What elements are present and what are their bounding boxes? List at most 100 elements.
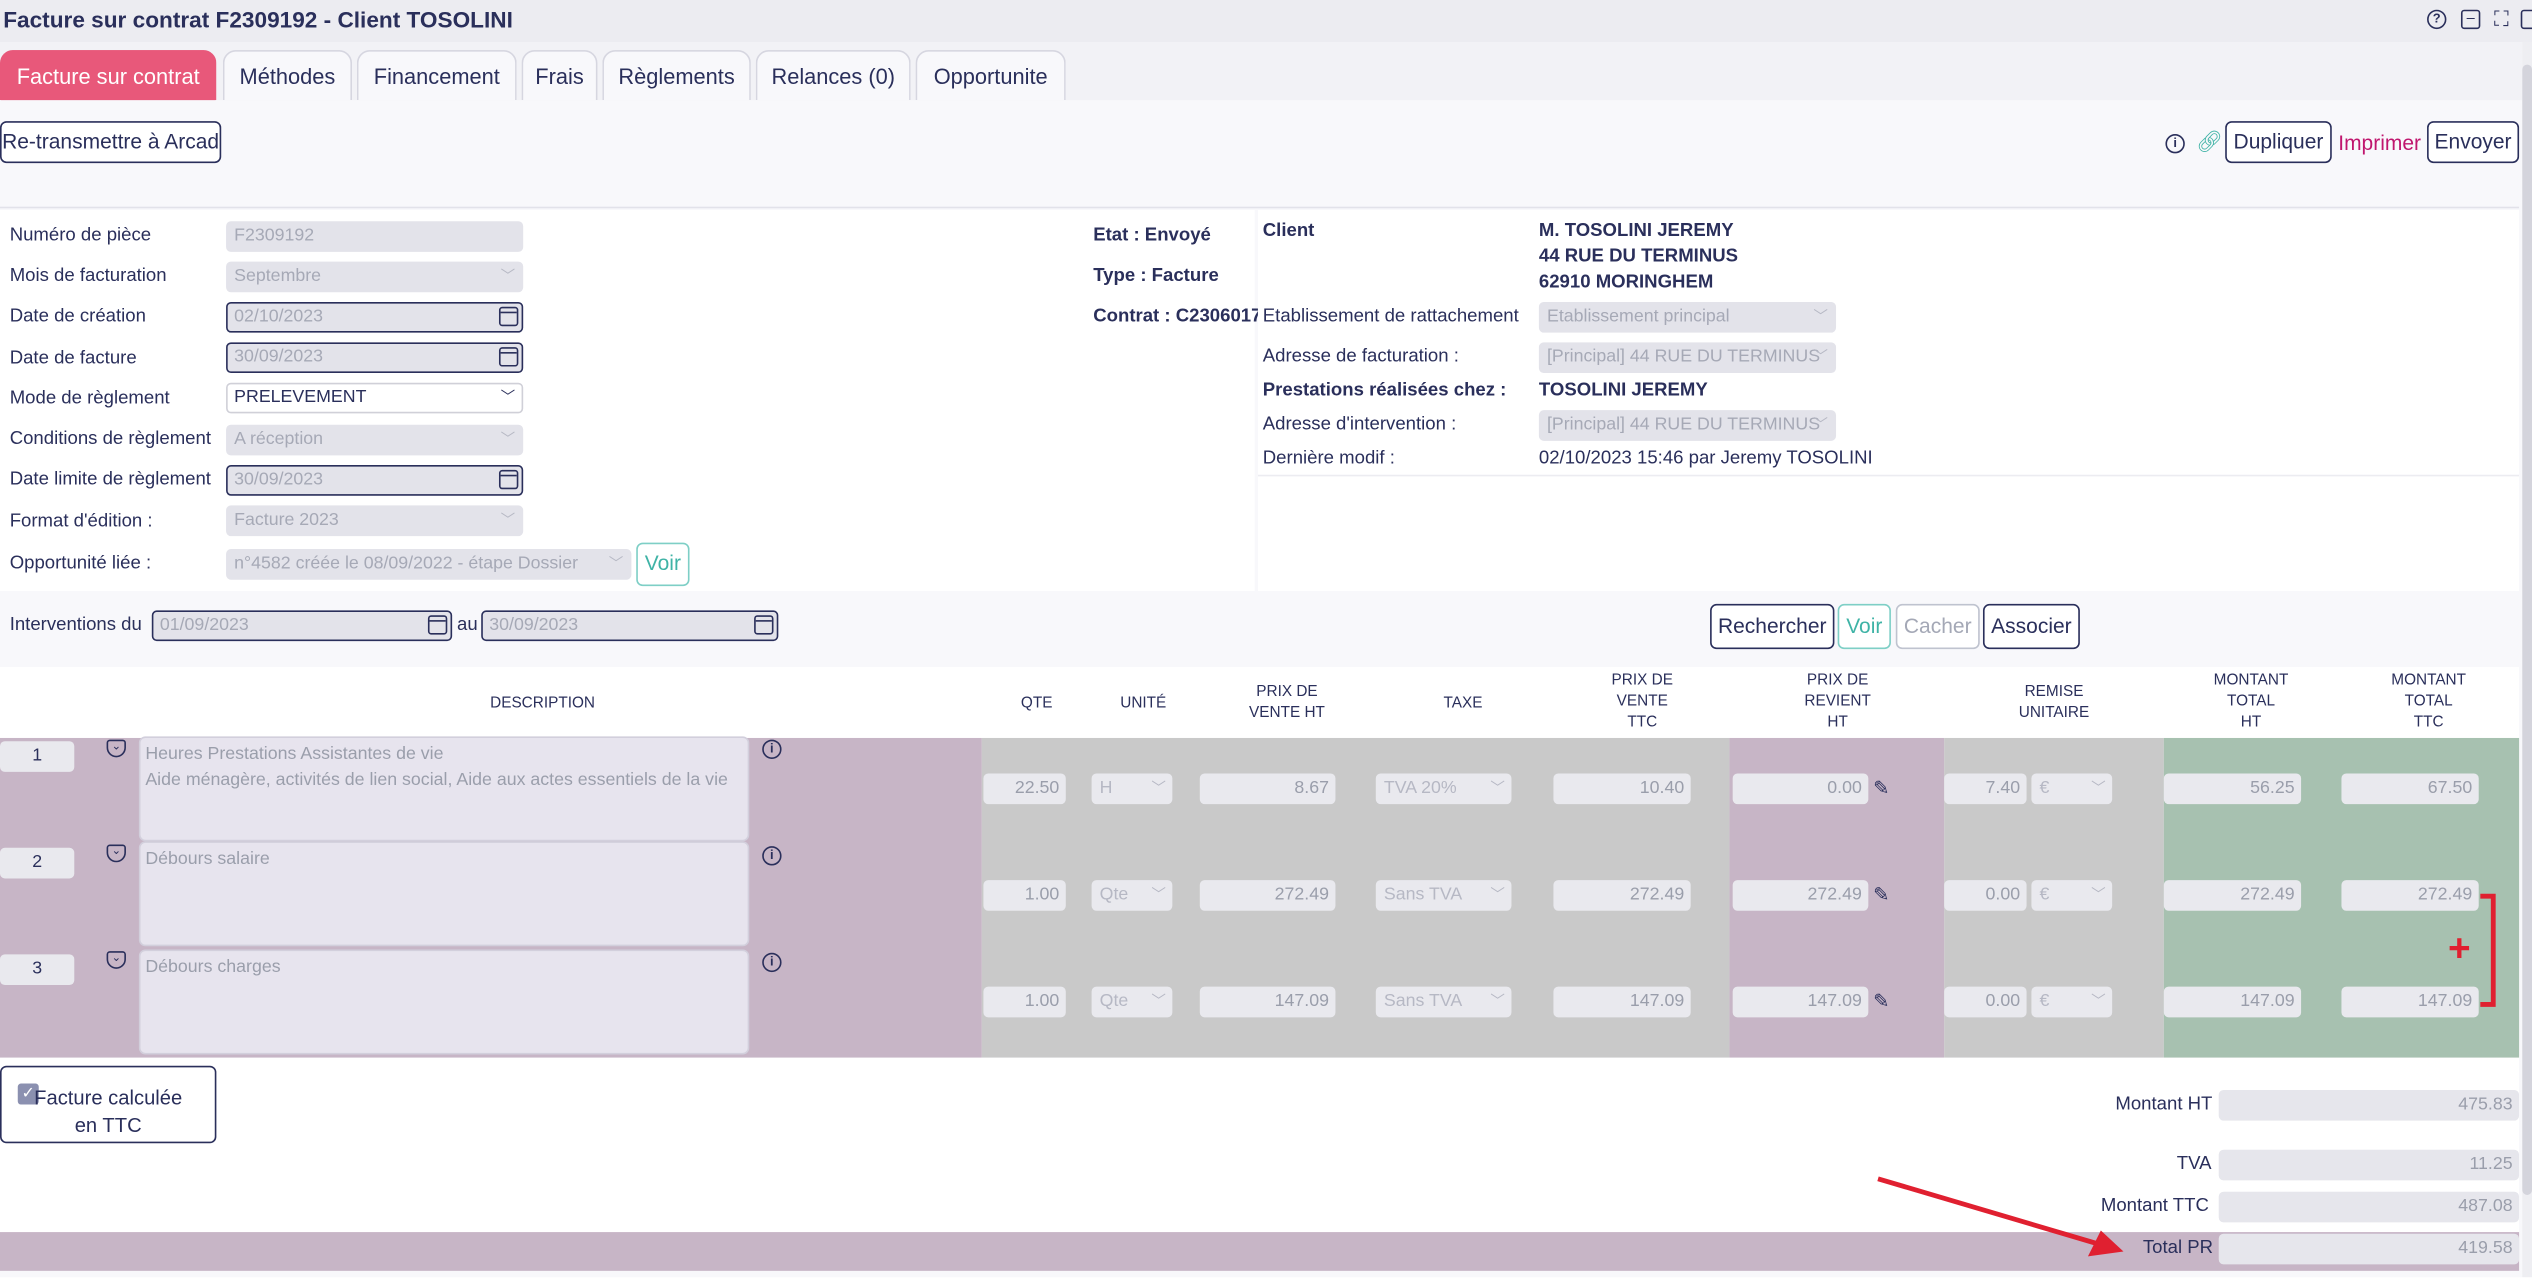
total-ht-field[interactable]: 56.25 xyxy=(2163,773,2302,805)
total-ttc-field[interactable]: 147.09 xyxy=(2341,986,2479,1018)
unit-select[interactable]: Qte ﹀ xyxy=(1091,880,1173,911)
checkbox-checked-icon[interactable]: ✓ xyxy=(17,1083,39,1105)
chevron-down-icon: ﹀ xyxy=(500,511,516,529)
total-ttc-field[interactable]: 67.50 xyxy=(2341,773,2479,805)
tva-label: TVA xyxy=(2176,1154,2212,1174)
payment-mode-select[interactable]: PRELEVEMENT ﹀ xyxy=(226,382,524,414)
total-pr-band xyxy=(0,1232,2520,1271)
help-icon[interactable]: ? xyxy=(2427,9,2447,30)
qty-field[interactable]: 1.00 xyxy=(983,986,1066,1018)
edit-pencil-icon[interactable]: ✎ xyxy=(1873,883,1890,906)
info-icon[interactable]: i xyxy=(2165,134,2185,154)
linked-opportunity-select[interactable]: n°4582 créée le 08/09/2022 - étape Dossi… xyxy=(226,549,632,580)
info-icon[interactable]: i xyxy=(762,952,782,973)
invoice-date-field[interactable]: 30/09/2023 xyxy=(226,342,524,374)
calendar-icon[interactable] xyxy=(427,615,448,635)
calendar-icon[interactable] xyxy=(498,469,519,490)
view-interventions-button[interactable]: Voir xyxy=(1837,603,1891,650)
payment-conditions-select[interactable]: A réception ﹀ xyxy=(226,424,524,456)
sale-price-ht-field[interactable]: 272.49 xyxy=(1199,880,1336,911)
tab-reglements[interactable]: Règlements xyxy=(602,50,751,101)
search-interventions-button[interactable]: Rechercher xyxy=(1710,603,1835,650)
calendar-icon[interactable] xyxy=(498,347,519,367)
tax-select[interactable]: TVA 20% ﹀ xyxy=(1375,773,1512,805)
total-ht-field[interactable]: 147.09 xyxy=(2163,986,2302,1018)
intervention-address-select[interactable]: [Principal] 44 RUE DU TERMINUS ﹀ xyxy=(1538,410,1837,441)
print-link[interactable]: Imprimer xyxy=(2338,130,2422,156)
scrollbar-thumb[interactable] xyxy=(2522,64,2532,1195)
total-ht-field[interactable]: 272.49 xyxy=(2163,880,2302,911)
tab-frais[interactable]: Frais xyxy=(521,50,598,101)
hide-interventions-button[interactable]: Cacher xyxy=(1895,603,1980,650)
calendar-icon[interactable] xyxy=(498,306,519,327)
sale-price-ttc-field[interactable]: 147.09 xyxy=(1553,986,1691,1018)
cost-price-ht-field[interactable]: 0.00 xyxy=(1732,773,1869,805)
row-description[interactable]: Débours salaire xyxy=(138,841,750,947)
divider xyxy=(0,206,2520,209)
associate-interventions-button[interactable]: Associer xyxy=(1982,603,2080,650)
ttc-checkbox-card[interactable] xyxy=(0,1065,217,1144)
row-description[interactable]: Heures Prestations Assistantes de vie Aid… xyxy=(138,736,750,842)
discount-field[interactable]: 0.00 xyxy=(1944,880,2027,911)
expand-chevron-icon[interactable]: ⌄ xyxy=(106,951,126,969)
chevron-down-icon: ﹀ xyxy=(1490,779,1505,797)
sale-price-ht-field[interactable]: 147.09 xyxy=(1199,986,1336,1018)
interventions-to-field[interactable]: 30/09/2023 xyxy=(481,610,779,642)
discount-field[interactable]: 7.40 xyxy=(1944,773,2027,805)
services-at-value: TOSOLINI JEREMY xyxy=(1538,381,1708,401)
red-annotation-arrow xyxy=(1877,1176,2124,1257)
due-date-field[interactable]: 30/09/2023 xyxy=(226,465,524,496)
establishment-select[interactable]: Etablissement principal ﹀ xyxy=(1538,301,1837,333)
edition-format-select[interactable]: Facture 2023 ﹀ xyxy=(226,505,524,537)
payment-mode-value: PRELEVEMENT xyxy=(234,387,367,407)
info-icon[interactable]: i xyxy=(762,846,782,866)
interventions-to-value: 30/09/2023 xyxy=(489,615,579,635)
info-icon[interactable]: i xyxy=(762,739,782,759)
tab-opportunite[interactable]: Opportunite xyxy=(915,50,1066,101)
services-at-label: Prestations réalisées chez : xyxy=(1262,381,1507,401)
calendar-icon[interactable] xyxy=(754,615,774,635)
chevron-down-icon: ﹀ xyxy=(1490,993,1505,1010)
qty-field[interactable]: 1.00 xyxy=(983,880,1066,911)
cost-price-ht-field[interactable]: 147.09 xyxy=(1732,986,1869,1018)
tax-select[interactable]: Sans TVA ﹀ xyxy=(1375,986,1512,1018)
retransmit-arcad-button[interactable]: Re-transmettre à Arcad xyxy=(0,121,222,164)
row-description[interactable]: Débours charges xyxy=(138,949,750,1055)
header-line: TTC xyxy=(2413,713,2444,732)
qty-field[interactable]: 22.50 xyxy=(983,773,1066,805)
tab-financement[interactable]: Financement xyxy=(356,50,517,101)
tab-facture-sur-contrat[interactable]: Facture sur contrat xyxy=(0,50,217,101)
discount-unit-select[interactable]: € ﹀ xyxy=(2031,986,2113,1018)
sale-price-ht-field[interactable]: 8.67 xyxy=(1199,773,1336,805)
client-label: Client xyxy=(1262,221,1315,241)
fullscreen-icon[interactable]: ⛶ xyxy=(2493,6,2509,31)
tax-select[interactable]: Sans TVA ﹀ xyxy=(1375,880,1512,911)
total-ttc-field[interactable]: 272.49 xyxy=(2341,880,2479,911)
header-qty: QTE xyxy=(1020,694,1053,713)
link-icon[interactable]: 🔗︎ xyxy=(2196,129,2223,154)
external-icon[interactable] xyxy=(2520,9,2532,30)
tab-methodes[interactable]: Méthodes xyxy=(222,50,353,101)
expand-chevron-icon[interactable]: ⌄ xyxy=(106,844,126,863)
interventions-from-field[interactable]: 01/09/2023 xyxy=(151,610,453,642)
unit-select[interactable]: H ﹀ xyxy=(1091,773,1173,805)
discount-unit-select[interactable]: € ﹀ xyxy=(2031,880,2113,911)
creation-date-field[interactable]: 02/10/2023 xyxy=(226,301,524,333)
tab-relances[interactable]: Relances (0) xyxy=(755,50,911,101)
expand-chevron-icon[interactable]: ⌄ xyxy=(106,739,126,758)
edit-pencil-icon[interactable]: ✎ xyxy=(1873,776,1890,800)
unit-select[interactable]: Qte ﹀ xyxy=(1091,986,1173,1018)
billing-month-select[interactable]: Septembre ﹀ xyxy=(226,261,524,293)
header-line: HT xyxy=(1827,713,1848,732)
cost-price-ht-field[interactable]: 272.49 xyxy=(1732,880,1869,911)
view-opportunity-button[interactable]: Voir xyxy=(636,542,690,587)
edit-pencil-icon[interactable]: ✎ xyxy=(1873,989,1890,1013)
duplicate-button[interactable]: Dupliquer xyxy=(2225,121,2332,164)
billing-address-select[interactable]: [Principal] 44 RUE DU TERMINUS ﹀ xyxy=(1538,342,1837,374)
sale-price-ttc-field[interactable]: 272.49 xyxy=(1553,880,1691,911)
discount-unit-select[interactable]: € ﹀ xyxy=(2031,773,2113,805)
sale-price-ttc-field[interactable]: 10.40 xyxy=(1553,773,1691,805)
minimize-icon[interactable]: – xyxy=(2460,9,2481,30)
send-button[interactable]: Envoyer xyxy=(2427,121,2520,164)
discount-field[interactable]: 0.00 xyxy=(1944,986,2027,1018)
